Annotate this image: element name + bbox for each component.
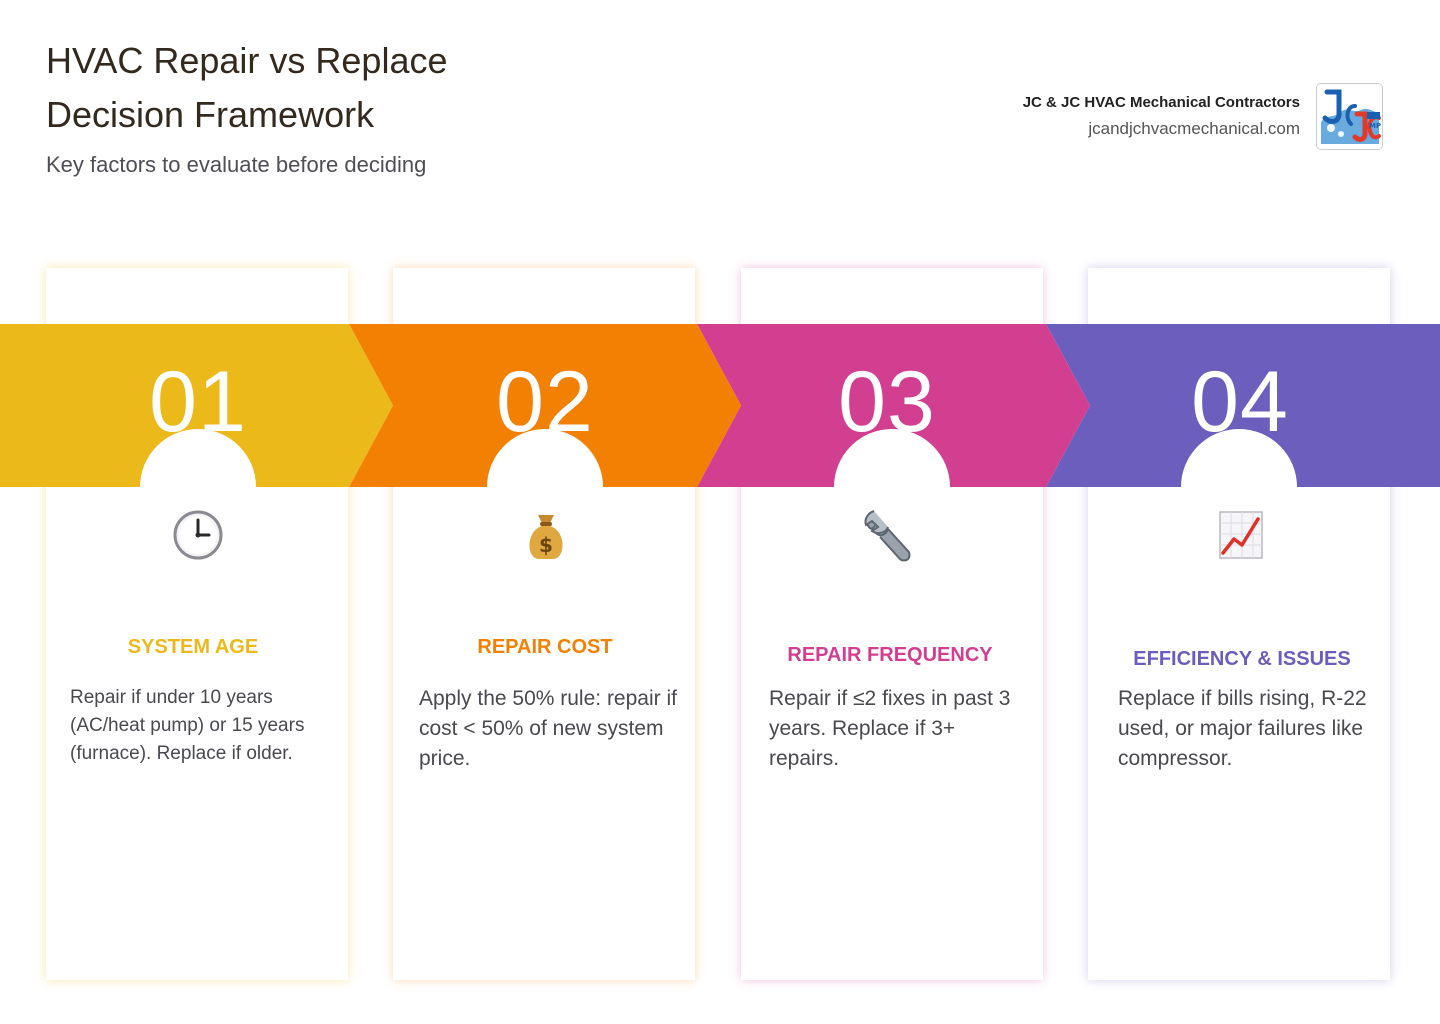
notch-step-4: [1181, 429, 1297, 487]
title-line-2: Decision Framework: [46, 94, 375, 135]
notch-step-1: [140, 429, 256, 487]
step-title-3: REPAIR FREQUENCY: [787, 644, 993, 666]
step-number-3: 03: [838, 354, 936, 450]
brand-block: JC & JC HVAC Mechanical Contractors jcan…: [1023, 92, 1300, 144]
step-description-2: Apply the 50% rule: repair if cost < 50%…: [419, 687, 677, 770]
clock-icon: [168, 507, 228, 563]
money-bag-icon: $: [516, 507, 576, 563]
jc-logo-icon: MP: [1316, 83, 1383, 150]
brand-url[interactable]: jcandjchvacmechanical.com: [1088, 119, 1300, 138]
step-description-1: Repair if under 10 years (AC/heat pump) …: [70, 687, 305, 764]
brand-name: JC & JC HVAC Mechanical Contractors: [1022, 94, 1300, 111]
wrench-icon: [860, 507, 920, 563]
svg-text:MP: MP: [1369, 122, 1381, 130]
svg-text:$: $: [539, 533, 553, 557]
chevron-step-2: [349, 324, 741, 487]
chevron-step-1: [0, 324, 393, 487]
title-line-1: HVAC Repair vs Replace: [46, 40, 448, 81]
chevron-step-3: [697, 324, 1090, 487]
page-title: HVAC Repair vs Replace Decision Framewor…: [46, 34, 566, 142]
page-subtitle: Key factors to evaluate before deciding: [46, 152, 427, 177]
step-title-4: EFFICIENCY & ISSUES: [1133, 648, 1351, 670]
step-number-4: 04: [1191, 354, 1289, 450]
step-title-2: REPAIR COST: [477, 636, 613, 658]
step-number-2: 02: [496, 354, 594, 450]
step-number-1: 01: [149, 354, 247, 450]
chevron-step-4: [1046, 324, 1440, 487]
step-title-1: SYSTEM AGE: [127, 636, 259, 658]
step-description-4: Replace if bills rising, R-22 used, or m…: [1118, 687, 1367, 770]
chart-increasing-icon: [1212, 507, 1272, 563]
notch-step-2: [487, 429, 603, 487]
notch-step-3: [834, 429, 950, 487]
chevron-band: [0, 324, 1440, 487]
step-description-3: Repair if ≤2 fixes in past 3 years. Repl…: [769, 687, 1011, 770]
